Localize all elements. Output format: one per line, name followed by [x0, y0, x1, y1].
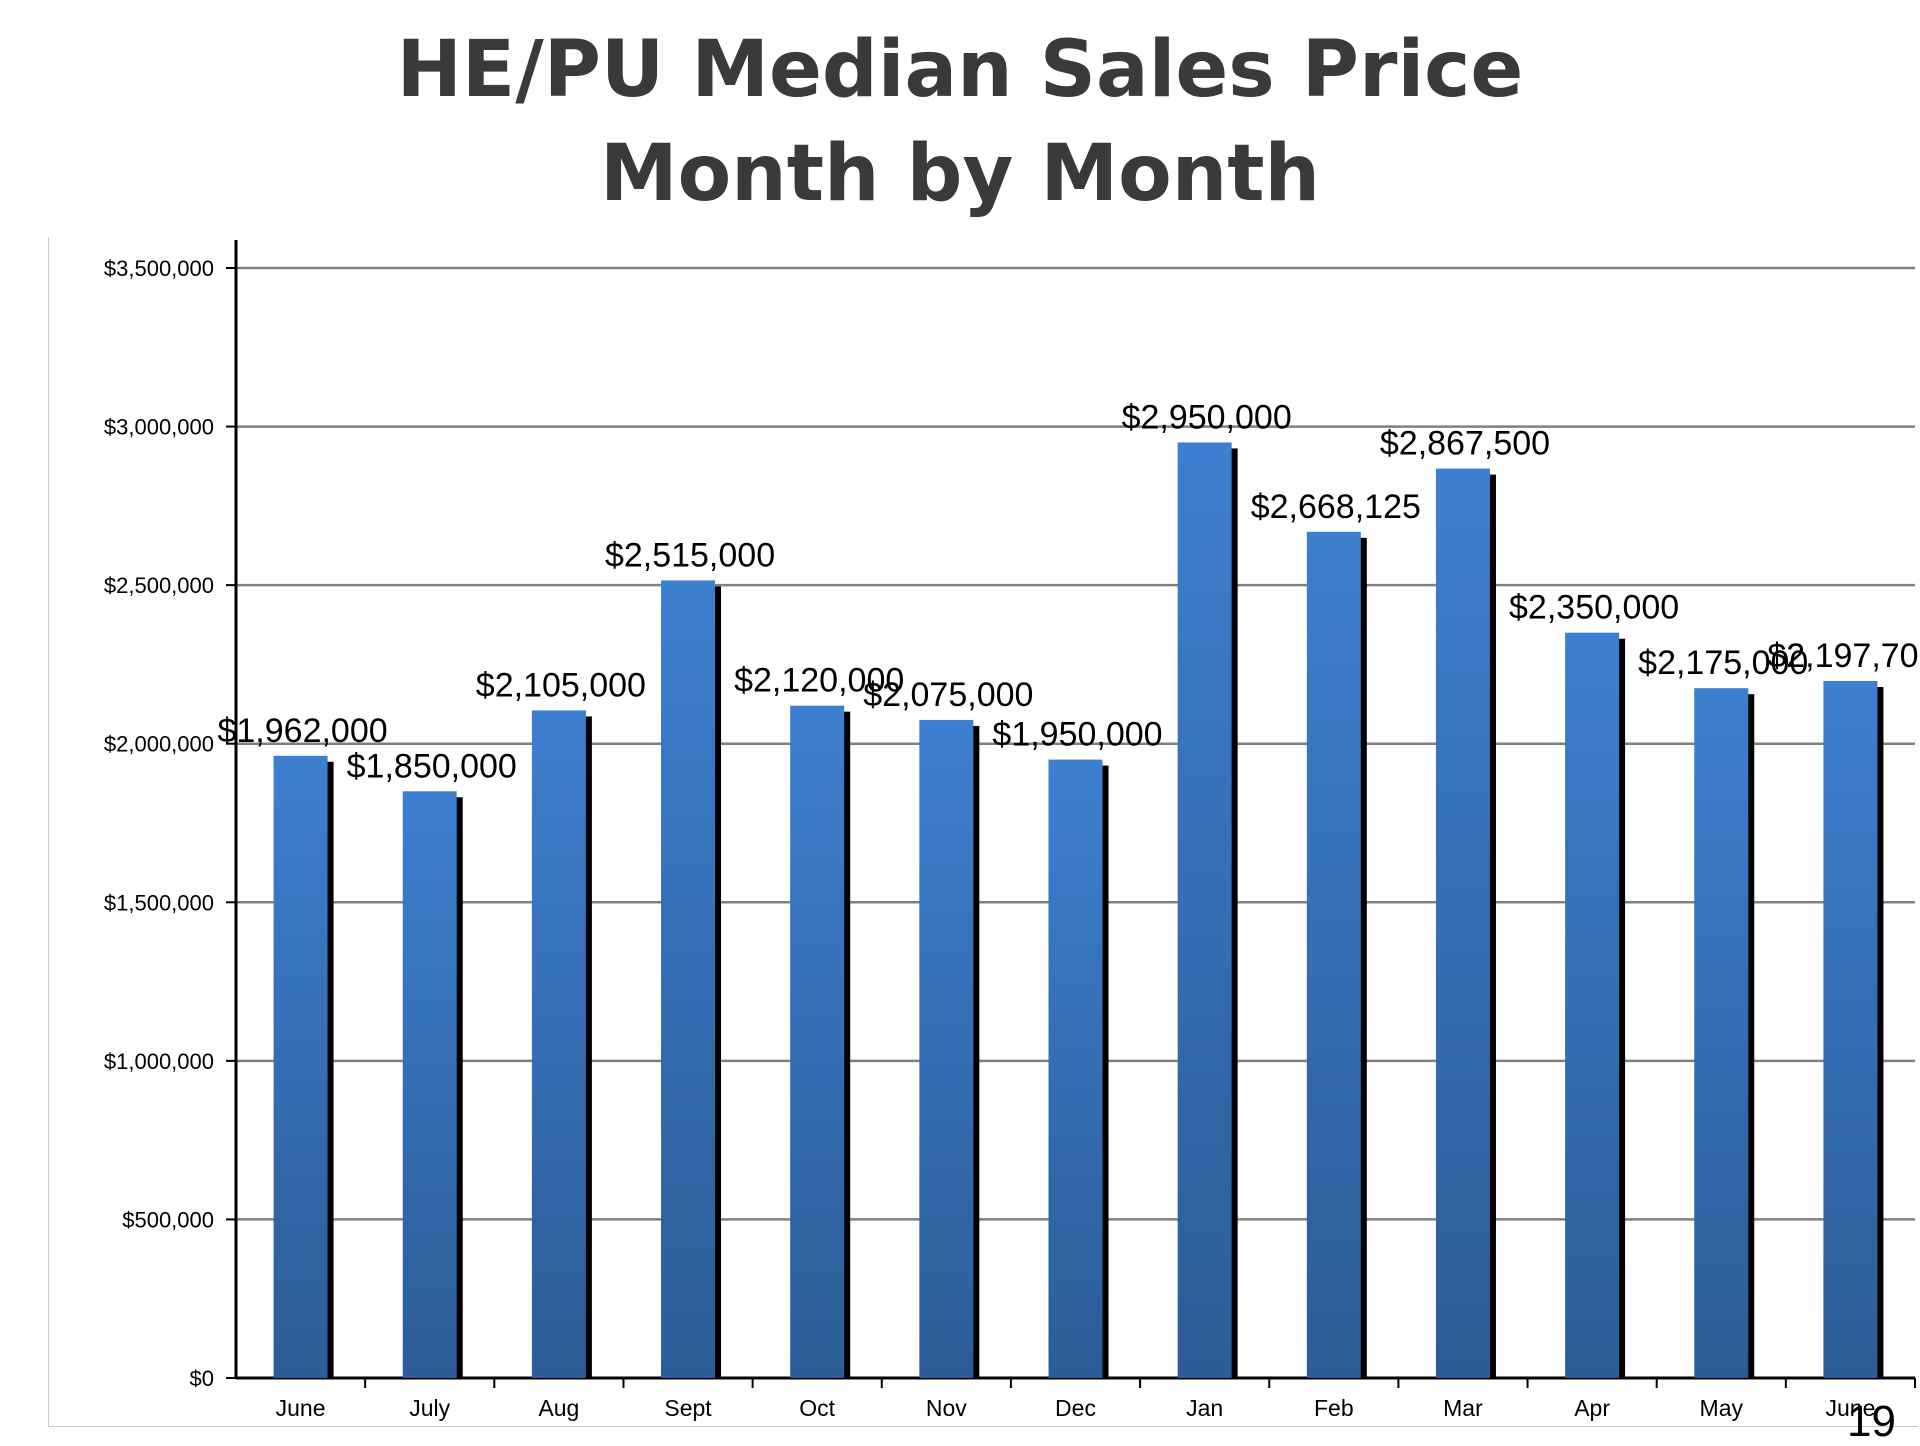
bar [790, 705, 845, 1378]
data-label: $1,962,000 [217, 712, 387, 750]
data-label: $2,867,500 [1380, 425, 1550, 463]
bar [1435, 468, 1490, 1378]
x-tick-label: Jan [1186, 1395, 1223, 1421]
chart-title: HE/PU Median Sales Price Month by Month [0, 18, 1920, 226]
y-tick-label: $1,000,000 [104, 1049, 214, 1074]
y-tick-label: $3,500,000 [104, 256, 214, 281]
data-label: $2,120,000 [734, 662, 904, 700]
bar [402, 791, 457, 1378]
x-tick-label: Apr [1574, 1395, 1610, 1421]
data-label: $2,175,000 [1638, 644, 1808, 682]
chart-frame [48, 237, 1918, 1427]
data-label: $2,105,000 [476, 666, 646, 704]
bar [661, 580, 716, 1378]
y-tick-label: $3,000,000 [104, 415, 214, 440]
chart-title-line-2: Month by Month [599, 129, 1321, 219]
data-label: $2,350,000 [1509, 589, 1679, 627]
data-label: $1,950,000 [992, 716, 1162, 754]
x-tick-label: Dec [1055, 1395, 1096, 1421]
bar [1048, 759, 1103, 1378]
y-tick-label: $500,000 [122, 1207, 214, 1232]
data-label: $2,950,000 [1122, 398, 1292, 436]
page-number: 19 [1847, 1397, 1896, 1446]
x-tick-label: June [276, 1395, 326, 1421]
x-tick-label: Nov [926, 1395, 967, 1421]
bar [273, 755, 328, 1378]
data-label: $2,515,000 [605, 536, 775, 574]
data-label: $2,668,125 [1251, 488, 1421, 526]
x-tick-label: Feb [1314, 1395, 1354, 1421]
data-label: $2,075,000 [863, 676, 1033, 714]
bar [1823, 681, 1878, 1378]
bar [531, 710, 586, 1378]
bar [1565, 632, 1620, 1378]
x-tick-label: Sept [664, 1395, 712, 1421]
bar [1306, 531, 1361, 1378]
x-tick-label: Oct [799, 1395, 835, 1421]
x-tick-label: July [409, 1395, 450, 1421]
y-tick-label: $1,500,000 [104, 890, 214, 915]
data-label: $1,850,000 [347, 747, 517, 785]
x-tick-label: Aug [538, 1395, 579, 1421]
y-tick-label: $2,000,000 [104, 732, 214, 757]
chart-title-line-1: HE/PU Median Sales Price [396, 25, 1524, 115]
y-tick-label: $2,500,000 [104, 573, 214, 598]
data-label: $2,197,700 [1767, 637, 1920, 675]
x-tick-label: Mar [1443, 1395, 1483, 1421]
bar [1177, 442, 1232, 1378]
x-tick-label: May [1700, 1395, 1744, 1421]
y-tick-label: $0 [190, 1366, 214, 1391]
bar [919, 719, 974, 1378]
bar [1694, 688, 1749, 1378]
x-tick-label: June [1825, 1395, 1875, 1421]
